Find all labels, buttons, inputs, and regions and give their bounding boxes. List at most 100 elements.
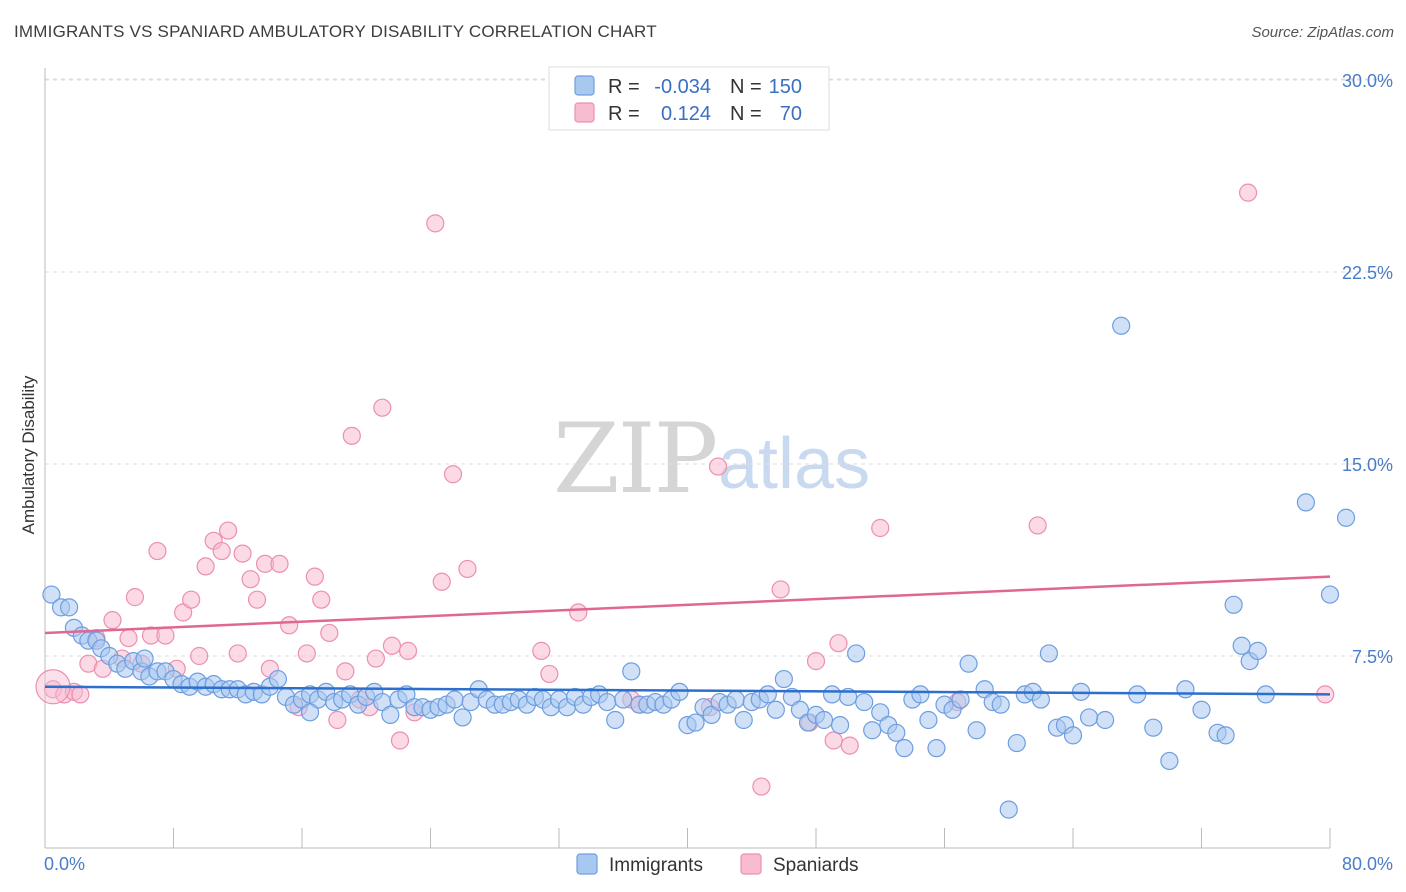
spaniards-point-63	[829, 634, 848, 653]
immigrants-point-137	[1192, 700, 1211, 719]
immigrants-point-93	[782, 687, 802, 707]
legend-r-label-immigrants: R =	[608, 76, 640, 98]
legend-r-label-spaniards: R =	[608, 103, 640, 125]
x-tick-label-1: 80.0%	[1342, 854, 1393, 874]
legend-box	[548, 66, 830, 131]
immigrants-point-91	[766, 700, 785, 719]
legend-n-value-immigrants: 150	[769, 76, 802, 98]
y-tick-label-3: 30.0%	[1342, 71, 1393, 91]
spaniards-point-59	[771, 580, 790, 599]
immigrants-point-43	[381, 705, 400, 724]
immigrants-point-146	[1320, 585, 1340, 604]
spaniards-point-64	[840, 736, 859, 755]
spaniards-point-9	[119, 628, 138, 648]
bottom-legend-label-immigrants: Immigrants	[609, 855, 703, 876]
spaniards-point-48	[432, 572, 451, 591]
y-axis-title: Ambulatory Disability	[19, 375, 38, 534]
chart-title: IMMIGRANTS VS SPANIARD AMBULATORY DISABI…	[14, 22, 657, 41]
spaniards-point-45	[398, 641, 418, 660]
immigrants-point-147	[1336, 508, 1356, 527]
spaniards-point-38	[342, 426, 361, 445]
immigrants-point-72	[614, 690, 633, 709]
spaniards-point-13	[148, 541, 167, 561]
immigrants-point-119	[991, 695, 1010, 714]
immigrants-point-79	[670, 682, 689, 701]
spaniards-point-30	[280, 616, 299, 635]
spaniards-point-44	[390, 731, 410, 750]
immigrants-point-90	[758, 685, 777, 704]
axes	[44, 68, 1331, 849]
immigrants-point-71	[606, 710, 625, 730]
immigrants-point-70	[598, 692, 617, 712]
immigrants-point-114	[951, 690, 970, 709]
spaniards-point-32	[297, 644, 316, 663]
spaniards-point-47	[426, 214, 445, 233]
immigrants-point-101	[847, 644, 866, 663]
bottom-legend: Immigrants Spaniards	[576, 853, 859, 876]
spaniards-point-25	[241, 570, 260, 589]
spaniards-point-23	[228, 644, 247, 663]
immigrants-point-92	[774, 669, 793, 689]
immigrants-points	[42, 316, 1356, 819]
trend-lines	[44, 575, 1331, 696]
spaniards-point-16	[174, 603, 193, 622]
immigrants-point-139	[1216, 726, 1235, 745]
immigrants-point-121	[1007, 733, 1026, 753]
spaniards-point-26	[247, 590, 267, 609]
spaniards-point-36	[328, 710, 347, 730]
immigrants-trend-line	[44, 685, 1331, 696]
y-tick-label-0: 7.5%	[1352, 647, 1393, 667]
spaniards-point-21	[212, 541, 231, 561]
immigrants-point-51	[445, 690, 464, 709]
spaniards-point-57	[708, 457, 728, 476]
immigrants-point-131	[1096, 710, 1115, 730]
immigrants-point-106	[887, 723, 906, 742]
spaniards-point-37	[336, 662, 355, 681]
spaniards-point-50	[458, 559, 477, 579]
immigrants-point-140	[1224, 595, 1243, 614]
immigrants-point-116	[967, 721, 986, 740]
immigrants-point-143	[1248, 641, 1267, 660]
immigrants-point-111	[927, 739, 946, 758]
immigrants-point-94	[790, 700, 810, 719]
immigrants-point-120	[999, 800, 1018, 819]
gridlines	[45, 78, 1392, 657]
immigrants-point-136	[1176, 680, 1195, 699]
immigrants-point-83	[702, 705, 721, 724]
immigrants-point-124	[1031, 690, 1050, 709]
legend-swatch-immigrants	[574, 75, 595, 96]
immigrants-point-134	[1144, 718, 1163, 737]
bottom-legend-label-spaniards: Spaniards	[773, 855, 859, 876]
spaniards-point-10	[125, 588, 145, 607]
immigrants-point-81	[686, 713, 705, 732]
immigrants-point-2	[59, 598, 79, 617]
spaniards-point-33	[305, 567, 324, 586]
immigrants-point-149	[135, 649, 154, 668]
immigrants-point-125	[1039, 644, 1059, 663]
y-tick-labels: 7.5% 15.0% 22.5% 30.0%	[1342, 71, 1393, 667]
spaniards-point-24	[233, 544, 252, 563]
immigrants-point-141	[1232, 636, 1251, 655]
spaniards-point-41	[366, 649, 385, 668]
immigrants-point-103	[863, 721, 882, 740]
legend-n-label-spaniards: N =	[730, 103, 762, 125]
immigrants-point-98	[822, 685, 842, 704]
immigrants-point-102	[855, 692, 874, 712]
y-tick-label-1: 15.0%	[1342, 455, 1393, 475]
immigrants-point-115	[959, 654, 978, 673]
immigrants-point-135	[1160, 751, 1179, 771]
spaniards-point-58	[752, 777, 771, 796]
immigrants-point-145	[1296, 493, 1316, 512]
immigrants-point-87	[734, 710, 753, 730]
legend-r-value-immigrants: -0.034	[654, 76, 711, 98]
spaniards-point-42	[373, 398, 392, 417]
y-tick-label-2: 22.5%	[1342, 263, 1393, 283]
spaniards-point-7	[103, 611, 122, 630]
immigrants-point-128	[1063, 726, 1083, 745]
immigrants-point-104	[871, 703, 890, 722]
spaniards-point-17	[182, 590, 201, 609]
immigrants-point-109	[911, 685, 930, 704]
source-credit: Source: ZipAtlas.com	[1251, 24, 1394, 41]
immigrants-point-97	[814, 710, 834, 730]
